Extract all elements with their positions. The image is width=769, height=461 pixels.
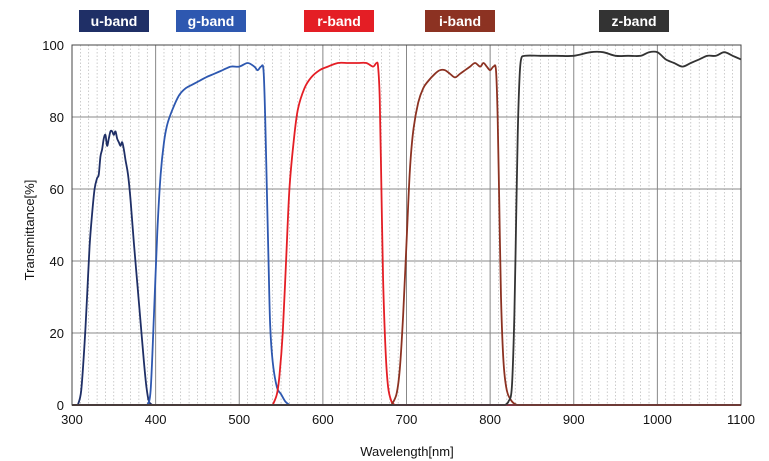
legend-item-i-band: i-band [425, 10, 495, 32]
y-tick-label: 0 [57, 398, 64, 413]
x-tick-label: 800 [479, 412, 501, 427]
y-tick-label: 100 [42, 38, 64, 53]
series-line-u-band [72, 129, 741, 406]
x-tick-label: 1000 [643, 412, 672, 427]
y-tick-label: 40 [50, 254, 64, 269]
series-line-i-band [72, 62, 741, 406]
y-tick-label: 60 [50, 182, 64, 197]
y-axis-label: Transmittance[%] [22, 180, 37, 281]
legend-item-r-band: r-band [304, 10, 374, 32]
x-axis-label: Wavelength[nm] [360, 444, 453, 459]
series-line-z-band [72, 50, 742, 406]
x-tick-label: 900 [563, 412, 585, 427]
tick-labels: 300 400 500 600 700 800 900 1000 1100 0 20 40 60 80 10… [42, 38, 755, 427]
series-line-g-band [72, 62, 741, 406]
legend-item-z-band: z-band [599, 10, 669, 32]
x-tick-label: 300 [61, 412, 83, 427]
x-tick-label: 700 [396, 412, 418, 427]
legend-item-u-band: u-band [79, 10, 149, 32]
y-tick-label: 20 [50, 326, 64, 341]
x-tick-label: 1100 [727, 412, 755, 427]
y-tick-label: 80 [50, 110, 64, 125]
plot-frame [71, 44, 742, 406]
legend-item-g-band: g-band [176, 10, 246, 32]
x-tick-label: 400 [145, 412, 167, 427]
x-tick-label: 500 [228, 412, 250, 427]
grid [72, 45, 741, 405]
x-tick-label: 600 [312, 412, 334, 427]
series-lines [72, 50, 742, 406]
series-line-r-band [72, 61, 741, 406]
